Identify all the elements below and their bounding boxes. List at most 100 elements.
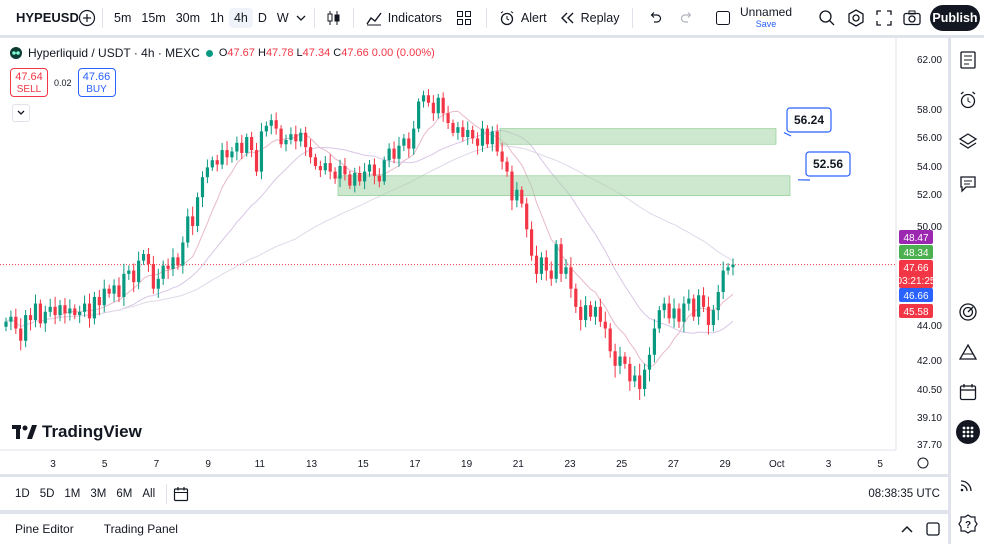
candle-body (530, 229, 534, 256)
candle-body (78, 311, 82, 316)
redo-icon[interactable] (679, 10, 695, 26)
time-tick-label: 11 (255, 459, 266, 470)
candle-body (672, 308, 676, 319)
candle-body (333, 171, 337, 179)
time-tick-label: 21 (513, 459, 525, 470)
add-symbol-icon[interactable] (78, 9, 96, 27)
layout-checkbox[interactable] (716, 11, 730, 25)
tab-trading-panel[interactable]: Trading Panel (103, 522, 178, 536)
candle-body (716, 292, 720, 311)
interval-15m[interactable]: 15m (141, 10, 166, 25)
ideas-icon[interactable] (958, 343, 978, 363)
price-callout-box[interactable] (786, 107, 832, 133)
tab-pine-editor[interactable]: Pine Editor (15, 522, 74, 536)
axis-settings-icon[interactable] (917, 457, 929, 469)
layout-save[interactable]: Save (755, 19, 777, 29)
candle-body (264, 125, 268, 132)
callout-pointer (783, 132, 792, 137)
candle-body (240, 142, 244, 153)
candle-body (220, 150, 224, 165)
quick-search-icon[interactable] (818, 9, 836, 27)
chevron-down-icon[interactable] (294, 11, 308, 25)
watchlist-icon[interactable] (958, 50, 978, 70)
price-callout-label: 56.24 (794, 113, 824, 127)
help-icon[interactable]: ? (958, 514, 978, 534)
price-axis-label (899, 304, 933, 318)
candle-body (471, 130, 475, 139)
candle-body (500, 151, 504, 162)
candle-body (623, 356, 627, 364)
price-axis-value: 47.66 (903, 263, 928, 274)
time-tick-label: 3 (50, 459, 56, 470)
undo-icon[interactable] (647, 10, 663, 26)
symbol-title[interactable]: Hyperliquid / USDT · 4h · MEXC (28, 46, 200, 60)
range-1d[interactable]: 1D (15, 487, 30, 500)
range-all[interactable]: All (142, 487, 156, 500)
candle-body (230, 151, 234, 158)
collapse-legend-button[interactable] (12, 104, 30, 122)
candle-body (146, 254, 151, 264)
time-tick-label: 3 (826, 459, 832, 470)
candle-body (323, 163, 327, 171)
settings-icon[interactable] (847, 9, 865, 27)
buy-button[interactable]: 47.66 BUY (77, 68, 116, 97)
price-axis-value: 45.58 (903, 307, 928, 318)
replay-button[interactable]: Replay (553, 10, 626, 26)
price-chart[interactable]: 62.00 58.00 56.00 54.00 52.00 50.00 44.00 42.00… (0, 38, 948, 474)
range-3m[interactable]: 3M (90, 487, 107, 500)
tradingview-logo[interactable]: TradingView (12, 422, 142, 442)
apps-grid-icon[interactable] (956, 420, 980, 444)
alert-button[interactable]: Alert (493, 10, 553, 26)
candle-body (358, 173, 362, 182)
calendar-range-icon[interactable] (173, 486, 189, 502)
time-tick-label: 5 (877, 459, 883, 470)
fullscreen-icon[interactable] (876, 10, 892, 26)
candle-countdown: 03:21:25 (897, 276, 936, 287)
alarm-clock-icon[interactable] (958, 90, 978, 110)
interval-4h[interactable]: 4h (228, 7, 253, 28)
candle-body (176, 257, 180, 266)
chat-icon[interactable] (958, 174, 978, 194)
spread-value: 0.02 (54, 77, 72, 88)
candles-icon[interactable] (325, 9, 343, 27)
interval-5m[interactable]: 5m (114, 10, 132, 25)
candle-body (520, 189, 524, 204)
signal-icon[interactable] (958, 474, 978, 494)
candle-body (156, 278, 160, 289)
candle-body (417, 101, 421, 129)
layout-name[interactable]: Unnamed Save (740, 5, 792, 29)
candle-body (343, 166, 347, 175)
candle-body (304, 132, 308, 148)
publish-button[interactable]: Publish (930, 5, 980, 31)
interval-w[interactable]: W (276, 10, 289, 25)
range-5d[interactable]: 5D (39, 487, 55, 500)
target-icon[interactable] (958, 302, 978, 322)
indicators-button[interactable]: Indicators (360, 10, 448, 26)
candle-body (195, 197, 200, 226)
price-axis-label (899, 245, 933, 259)
layouts-icon[interactable] (456, 10, 472, 26)
interval-d[interactable]: D (257, 10, 267, 25)
utc-clock[interactable]: 08:38:35 UTC (868, 487, 940, 500)
symbol-search[interactable]: HYPEUSD (0, 10, 79, 25)
range-1m[interactable]: 1M (64, 487, 81, 500)
chart-area[interactable]: 62.00 58.00 56.00 54.00 52.00 50.00 44.00 42.00… (0, 38, 948, 474)
candle-body (647, 354, 652, 370)
supply-zone[interactable] (499, 128, 777, 145)
camera-icon[interactable] (903, 10, 921, 26)
sell-button[interactable]: 47.64 SELL (10, 68, 48, 97)
candle-body (19, 328, 23, 341)
price-tick-label: 42.00 (917, 356, 942, 367)
layers-icon[interactable] (958, 131, 978, 151)
candle-body (250, 137, 254, 151)
chevron-up-icon[interactable] (900, 522, 914, 536)
candle-body (191, 216, 195, 226)
price-callout-box[interactable] (805, 151, 851, 177)
interval-30m[interactable]: 30m (175, 10, 201, 25)
candle-body (58, 305, 62, 316)
interval-1h[interactable]: 1h (210, 10, 224, 25)
calendar-icon[interactable] (958, 382, 978, 402)
maximize-panel-icon[interactable] (926, 522, 940, 536)
range-6m[interactable]: 6M (116, 487, 133, 500)
supply-zone[interactable] (337, 175, 791, 196)
